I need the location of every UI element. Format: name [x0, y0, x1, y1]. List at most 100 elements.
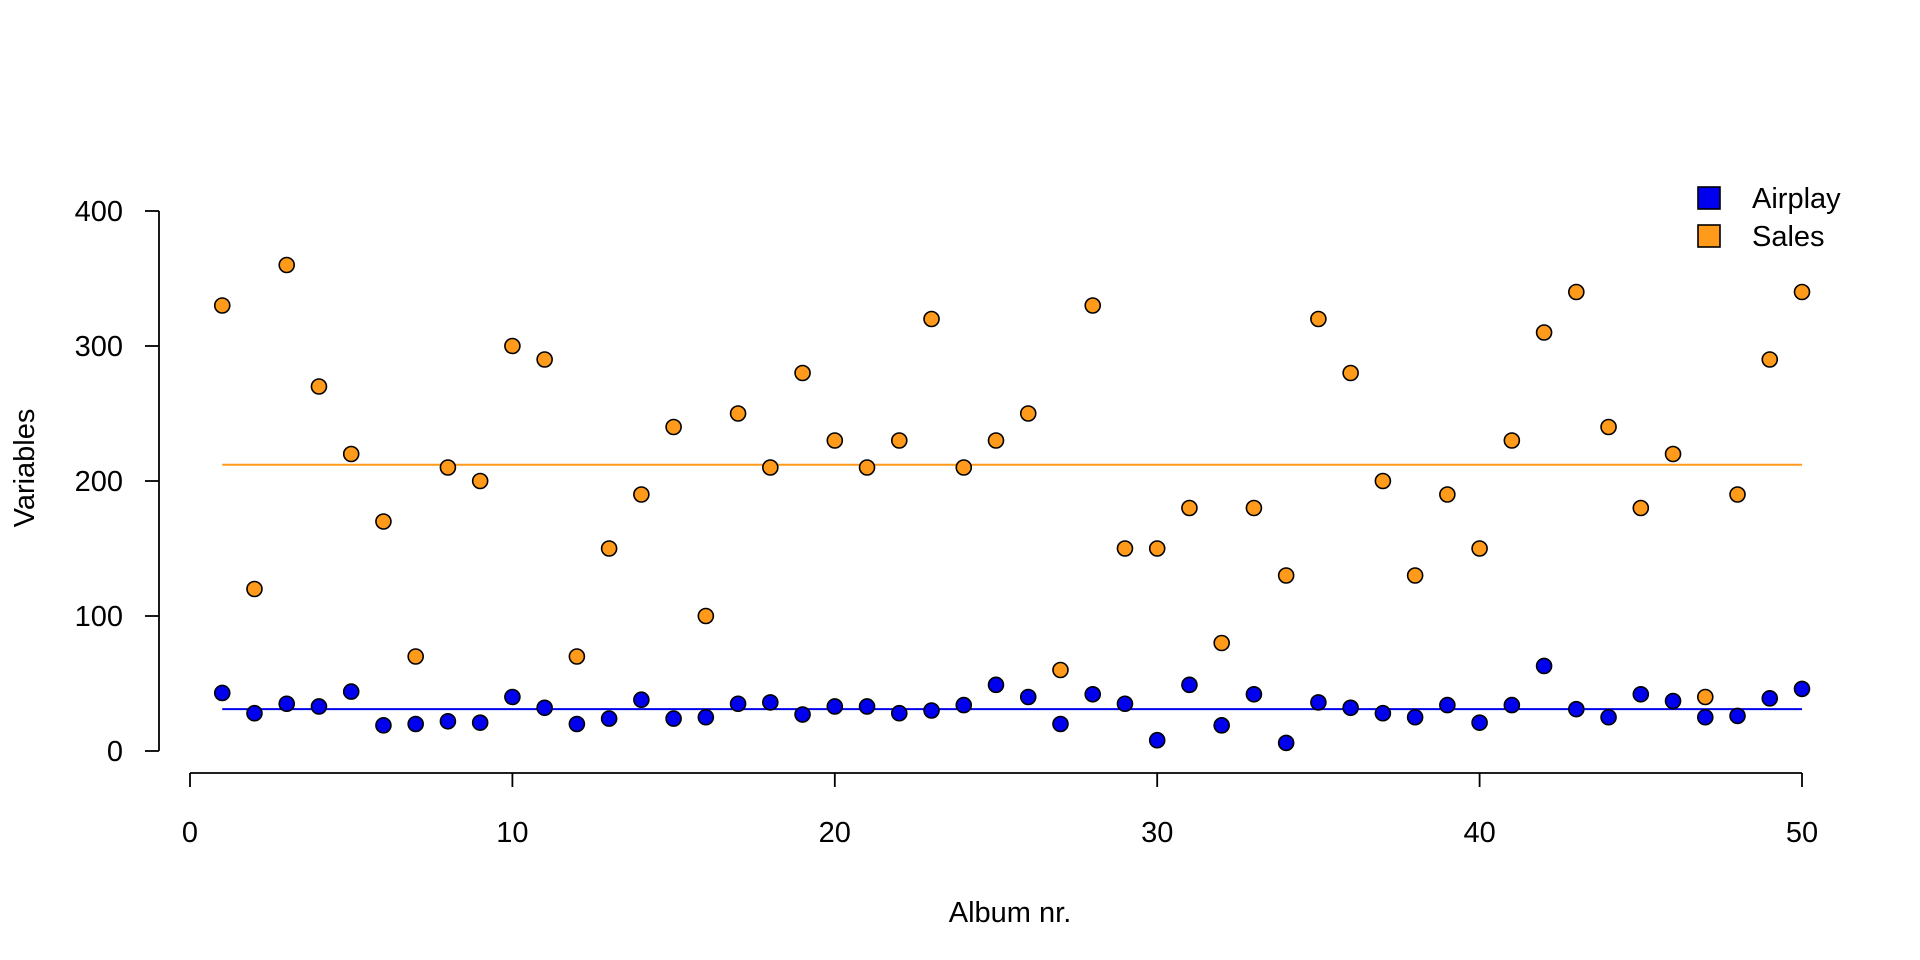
sales-point	[1664, 445, 1682, 463]
sales-point	[1471, 540, 1488, 557]
y-axis: 0 100 200 300 400	[75, 196, 160, 768]
airplay-point	[1374, 704, 1392, 722]
airplay-point	[633, 691, 650, 709]
airplay-point	[1664, 692, 1682, 710]
y-tick-label: 400	[75, 196, 123, 228]
airplay-point	[504, 688, 521, 706]
airplay-point	[1116, 695, 1134, 713]
airplay-point	[762, 694, 779, 711]
sales-point	[278, 256, 296, 274]
sales-point	[794, 364, 811, 382]
airplay-point	[890, 704, 908, 722]
airplay-point	[858, 698, 876, 715]
sales-point	[858, 459, 876, 476]
airplay-point	[1342, 699, 1359, 717]
airplay-point	[1148, 731, 1166, 749]
sales-point	[826, 432, 844, 449]
sales-point	[1568, 283, 1585, 301]
y-tick-label: 300	[75, 331, 123, 363]
airplay-point	[342, 683, 360, 700]
airplay-point	[955, 696, 973, 714]
airplay-point	[1019, 688, 1037, 706]
sales-point	[923, 310, 940, 328]
airplay-point	[1568, 700, 1585, 718]
sales-point	[213, 297, 231, 314]
airplay-point	[1535, 657, 1553, 675]
sales-point	[697, 607, 715, 625]
sales-point	[955, 459, 973, 476]
airplay-point	[1729, 707, 1746, 725]
sales-point	[1439, 486, 1456, 503]
data-points	[213, 256, 1811, 752]
sales-point	[1632, 499, 1650, 517]
sales-point	[1181, 499, 1198, 517]
airplay-point	[729, 695, 747, 713]
airplay-point	[1310, 694, 1327, 711]
sales-point	[1245, 499, 1263, 517]
x-tick-label: 10	[496, 817, 528, 849]
airplay-point	[568, 715, 586, 733]
sales-point	[407, 648, 424, 665]
sales-point	[1116, 540, 1134, 557]
y-tick-label: 100	[75, 601, 123, 633]
sales-point	[536, 351, 553, 368]
airplay-point	[987, 676, 1005, 694]
x-tick-label: 30	[1141, 817, 1173, 849]
sales-point	[600, 540, 618, 557]
x-tick-label: 20	[819, 817, 851, 849]
x-tick-label: 40	[1463, 817, 1495, 849]
sales-point	[471, 472, 489, 490]
sales-point	[1342, 364, 1359, 382]
sales-point	[1729, 486, 1746, 503]
airplay-legend-swatch	[1697, 186, 1721, 210]
airplay-point	[1052, 715, 1069, 733]
x-axis-label: Album nr.	[949, 897, 1072, 929]
airplay-point	[310, 698, 328, 715]
sales-point	[1310, 310, 1327, 328]
airplay-point	[923, 702, 940, 719]
airplay-point	[1696, 708, 1714, 726]
sales-point	[890, 432, 908, 449]
airplay-point	[1406, 708, 1424, 726]
sales-point	[1148, 540, 1166, 557]
sales-point	[439, 459, 457, 476]
airplay-point	[1503, 696, 1521, 714]
sales-legend-label: Sales	[1752, 221, 1825, 253]
airplay-point	[1245, 685, 1263, 703]
sales-point	[568, 648, 586, 665]
sales-point	[1374, 472, 1392, 490]
airplay-point	[536, 699, 553, 717]
sales-point	[1213, 634, 1230, 652]
airplay-point	[1793, 680, 1811, 698]
airplay-point	[600, 710, 618, 727]
sales-point	[1793, 283, 1811, 301]
sales-point	[1535, 324, 1553, 341]
airplay-point	[407, 715, 424, 733]
airplay-point	[246, 704, 263, 722]
x-tick-label: 0	[182, 817, 198, 849]
airplay-point	[213, 684, 231, 702]
airplay-point	[665, 710, 682, 727]
mean-lines	[222, 463, 1802, 711]
airplay-point	[826, 698, 844, 715]
sales-point	[1052, 661, 1069, 679]
legend: Airplay Sales	[1697, 183, 1841, 253]
airplay-point	[1600, 708, 1617, 726]
sales-point	[729, 405, 747, 422]
sales-point	[1277, 567, 1295, 584]
sales-point	[1761, 351, 1779, 368]
airplay-point	[1439, 696, 1456, 714]
x-axis: 0 10 20 30 40 50	[182, 772, 1818, 849]
sales-point	[665, 418, 682, 436]
sales-point	[1696, 688, 1714, 706]
airplay-point	[1761, 690, 1779, 707]
sales-point	[1406, 567, 1424, 584]
sales-point	[1600, 418, 1617, 436]
y-tick-label: 0	[107, 736, 123, 768]
sales-point	[504, 337, 521, 355]
airplay-point	[471, 714, 489, 731]
airplay-point	[1213, 717, 1230, 734]
y-axis-label: Variables	[9, 409, 41, 528]
airplay-point	[1084, 685, 1102, 703]
airplay-point	[375, 717, 392, 734]
